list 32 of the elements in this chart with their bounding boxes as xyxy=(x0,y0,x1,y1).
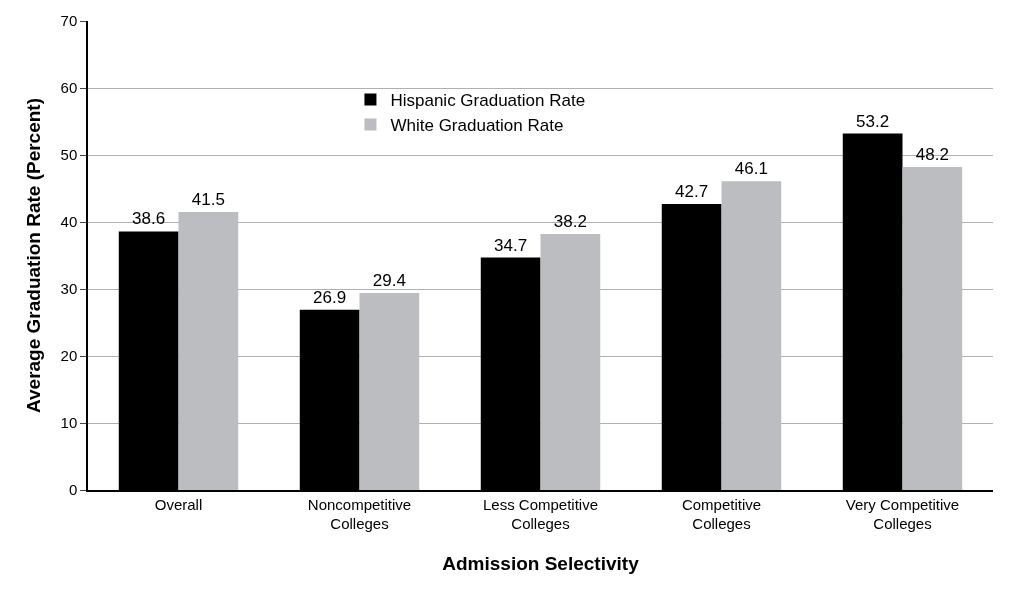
x-axis-title: Admission Selectivity xyxy=(442,552,640,574)
y-tick-label: 40 xyxy=(60,213,78,231)
y-tick-label: 30 xyxy=(60,280,78,298)
y-tick-label: 20 xyxy=(60,347,78,365)
x-tick-label: Overall xyxy=(154,495,203,513)
x-tick-label: Less Competitive Colleges xyxy=(482,495,599,533)
data-label: 34.7 xyxy=(494,235,528,255)
bar xyxy=(359,293,420,490)
data-label: 53.2 xyxy=(856,111,890,131)
data-label: 26.9 xyxy=(313,287,347,307)
bar xyxy=(721,181,782,490)
x-tick-label: Noncompetitive Colleges xyxy=(307,495,412,533)
x-tick-label: Competitive Colleges xyxy=(681,495,762,533)
y-tick-label: 0 xyxy=(68,481,78,499)
bar xyxy=(178,211,239,490)
y-tick-label: 10 xyxy=(60,414,78,432)
legend-label: Hispanic Graduation Rate xyxy=(390,91,586,111)
data-label: 46.1 xyxy=(734,159,768,179)
legend-label: White Graduation Rate xyxy=(390,116,564,136)
data-label: 29.4 xyxy=(372,271,406,291)
y-tick-label: 50 xyxy=(60,146,78,164)
x-tick-label: Very Competitive Colleges xyxy=(845,495,960,533)
y-tick-label: 60 xyxy=(60,79,78,97)
y-tick-label: 70 xyxy=(60,12,78,30)
data-label: 38.6 xyxy=(132,209,166,229)
y-axis-title: Average Graduation Rate (Percent) xyxy=(22,98,44,413)
bar xyxy=(902,167,963,490)
data-label: 42.7 xyxy=(675,181,709,201)
data-label: 48.2 xyxy=(915,145,949,165)
data-label: 41.5 xyxy=(191,189,225,209)
data-label: 38.2 xyxy=(553,212,587,232)
bar xyxy=(540,234,601,490)
